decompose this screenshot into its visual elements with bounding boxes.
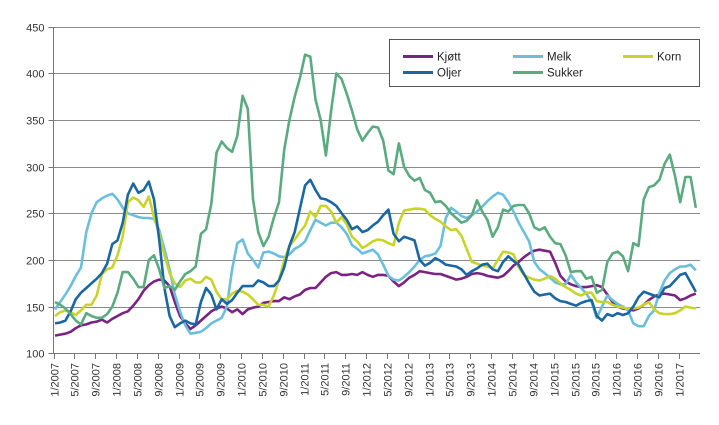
x-axis-ticks: 1/2007 5/2007 9/2007 1/2008 5/2008 9/2008 1/20… <box>50 353 687 397</box>
y-tick-label: 350 <box>26 116 44 128</box>
y-tick-label: 100 <box>26 349 44 361</box>
x-tick-label: 9/2012 <box>404 363 416 397</box>
y-tick-label: 250 <box>26 209 44 221</box>
x-tick-label: 1/2015 <box>550 363 562 397</box>
x-tick-label: 5/2012 <box>383 363 395 397</box>
y-tick-label: 200 <box>26 256 44 268</box>
x-tick-label: 5/2013 <box>445 363 457 397</box>
legend-label-melk: Melk <box>547 52 572 64</box>
x-tick-label: 5/2015 <box>571 363 583 397</box>
series-line-sukker <box>54 53 698 326</box>
x-tick-label: 9/2009 <box>216 363 228 397</box>
x-tick-label: 5/2014 <box>508 363 520 397</box>
x-tick-label: 1/2016 <box>612 363 624 397</box>
series-lines <box>53 53 698 337</box>
x-tick-label: 1/2011 <box>300 363 312 396</box>
legend: Kjøtt Melk Korn Oljer Sukker <box>389 39 700 87</box>
x-tick-label: 9/2008 <box>154 363 166 397</box>
x-tick-label: 9/2014 <box>529 363 541 397</box>
x-tick-label: 5/2016 <box>633 363 645 397</box>
x-tick-label: 1/2007 <box>50 363 62 397</box>
x-tick-label: 1/2017 <box>675 363 687 397</box>
x-tick-label: 1/2010 <box>237 363 249 397</box>
x-tick-label: 5/2009 <box>195 363 207 397</box>
series-line-korn <box>54 195 697 318</box>
x-tick-label: 9/2013 <box>466 363 478 397</box>
series-line-kjott <box>54 248 697 337</box>
x-tick-label: 1/2014 <box>487 363 499 397</box>
legend-box <box>389 39 700 87</box>
series-line-oljer <box>54 178 697 329</box>
x-tick-label: 1/2008 <box>112 363 124 397</box>
y-tick-label: 300 <box>26 163 44 175</box>
x-tick-label: 9/2010 <box>279 363 291 397</box>
y-tick-label: 150 <box>26 303 44 315</box>
x-tick-label: 9/2011 <box>341 363 353 396</box>
legend-label-sukker: Sukker <box>547 68 583 80</box>
x-tick-label: 5/2011 <box>320 363 332 396</box>
x-tick-label: 1/2012 <box>362 363 374 397</box>
y-axis-ticks: 100 150 200 250 300 350 400 450 <box>26 23 54 361</box>
x-tick-label: 5/2008 <box>133 363 145 397</box>
legend-label-oljer: Oljer <box>437 68 461 80</box>
x-tick-label: 5/2010 <box>258 363 270 397</box>
x-tick-label: 1/2009 <box>175 363 187 397</box>
x-tick-label: 9/2016 <box>654 363 666 397</box>
x-tick-label: 1/2013 <box>425 363 437 397</box>
legend-label-korn: Korn <box>657 52 681 64</box>
x-tick-label: 9/2015 <box>591 363 603 397</box>
x-tick-label: 5/2007 <box>70 363 82 397</box>
x-tick-label: 9/2007 <box>91 363 103 397</box>
y-tick-label: 450 <box>26 23 44 35</box>
legend-label-kjott: Kjøtt <box>437 52 461 64</box>
y-tick-label: 400 <box>26 69 44 81</box>
